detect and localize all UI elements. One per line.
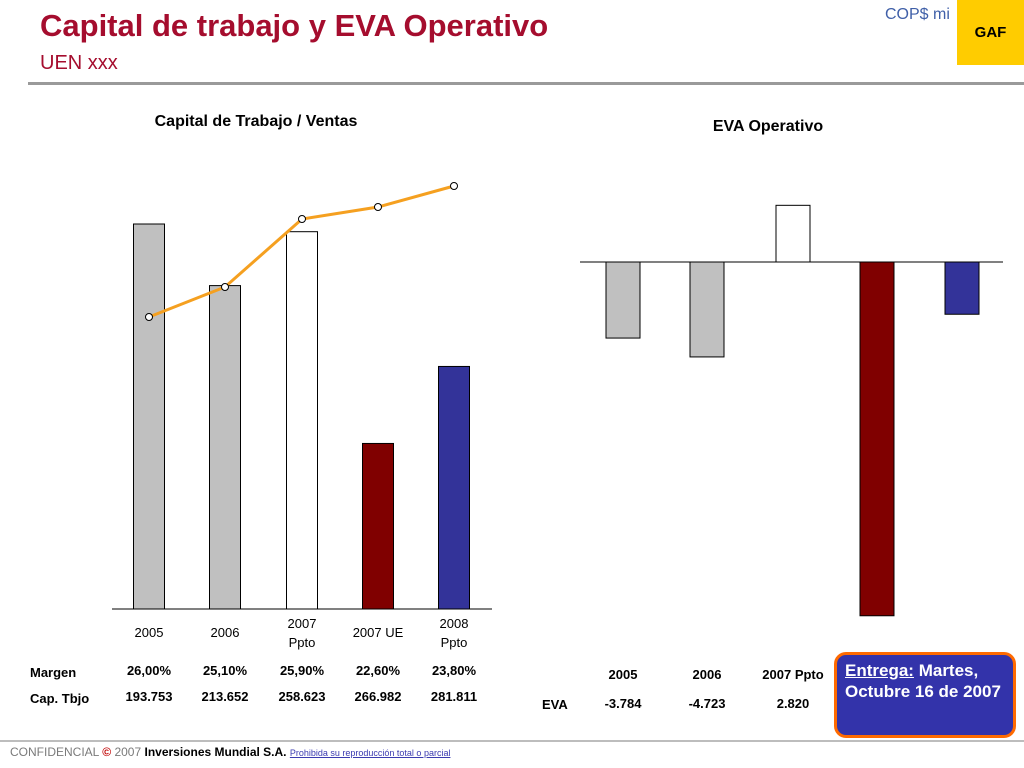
left-bar-0	[133, 223, 165, 610]
delivery-label: Entrega:	[845, 661, 914, 680]
left-tick-1: 2006	[211, 625, 240, 640]
left-tick-0: 2005	[135, 625, 164, 640]
eva-row-label: EVA	[542, 697, 568, 712]
left-cell-0-1: 25,10%	[203, 663, 248, 678]
page-title: Capital de trabajo y EVA Operativo	[40, 8, 549, 43]
left-cell-1-3: 266.982	[355, 689, 402, 704]
left-cell-1-4: 281.811	[431, 689, 477, 704]
eva-bar-2	[775, 204, 811, 263]
left-cell-0-0: 26,00%	[127, 663, 172, 678]
margin-point-0	[145, 313, 153, 321]
left-cell-1-1: 213.652	[202, 689, 249, 704]
left-cell-0-3: 22,60%	[356, 663, 401, 678]
margin-point-1	[221, 283, 229, 291]
left-row-label-1: Cap. Tbjo	[30, 691, 89, 706]
right-data-table: 2005 2006 2007 Ppto EVA -3.784 -4.723 2.820	[542, 667, 824, 712]
left-cell-1-0: 193.753	[126, 689, 173, 704]
left-bar-2	[286, 231, 318, 610]
left-tick-labels: 2005 2006 2007 Ppto 2007 UE 2008 Ppto	[135, 616, 469, 650]
delivery-callout: Entrega: Martes, Octubre 16 de 2007	[834, 652, 1016, 738]
left-row-label-0: Margen	[30, 665, 76, 680]
left-bar-4	[438, 365, 470, 610]
eva-header-1: 2006	[693, 667, 722, 682]
eva-header-0: 2005	[609, 667, 638, 682]
chart-title-capital-trabajo: Capital de Trabajo / Ventas	[155, 113, 358, 130]
left-bars	[133, 223, 470, 610]
currency-units: COP$ mi	[885, 6, 950, 23]
left-tick-3: 2007 UE	[353, 625, 404, 640]
eva-cell-0: -3.784	[605, 696, 643, 711]
left-tick-4: 2008 Ppto	[440, 616, 469, 650]
eva-bar-4	[944, 261, 980, 315]
eva-bar-0	[605, 261, 641, 339]
footer: CONFIDENCIAL © 2007 Inversiones Mundial …	[10, 745, 450, 759]
left-bar-3	[362, 442, 394, 610]
right-bars	[605, 204, 980, 617]
gaf-badge-label: GAF	[974, 24, 1007, 41]
left-cell-1-2: 258.623	[279, 689, 326, 704]
footer-divider	[0, 740, 1024, 742]
footer-copyright: ©	[102, 745, 112, 759]
gaf-badge	[957, 0, 1024, 65]
eva-cell-1: -4.723	[689, 696, 726, 711]
margin-point-3	[374, 203, 382, 211]
left-tick-2: 2007 Ppto	[288, 616, 317, 650]
left-cell-0-4: 23,80%	[432, 663, 477, 678]
eva-bar-3	[859, 261, 895, 617]
footer-confidential: CONFIDENCIAL	[10, 745, 99, 759]
chart-title-eva: EVA Operativo	[713, 118, 823, 135]
eva-bar-1	[689, 261, 725, 358]
footer-year: 2007	[114, 745, 142, 759]
left-data-table: Margen 26,00% 25,10% 25,90% 22,60% 23,80% Cap.…	[30, 663, 477, 706]
left-cell-0-2: 25,90%	[280, 663, 325, 678]
margin-point-4	[450, 182, 458, 190]
footer-company: Inversiones Mundial S.A.	[144, 745, 287, 759]
delivery-text: Martes, Octubre 16 de 2007	[845, 661, 1001, 701]
margin-point-2	[298, 215, 306, 223]
title-divider	[28, 82, 1024, 85]
footer-rights-link[interactable]: Prohibida su reproducción total o parcia…	[289, 748, 451, 758]
eva-cell-2: 2.820	[777, 696, 810, 711]
eva-header-2: 2007 Ppto	[762, 667, 823, 682]
left-bar-1	[209, 285, 241, 610]
margin-line-series	[145, 182, 458, 321]
page-subtitle: UEN xxx	[40, 52, 118, 74]
